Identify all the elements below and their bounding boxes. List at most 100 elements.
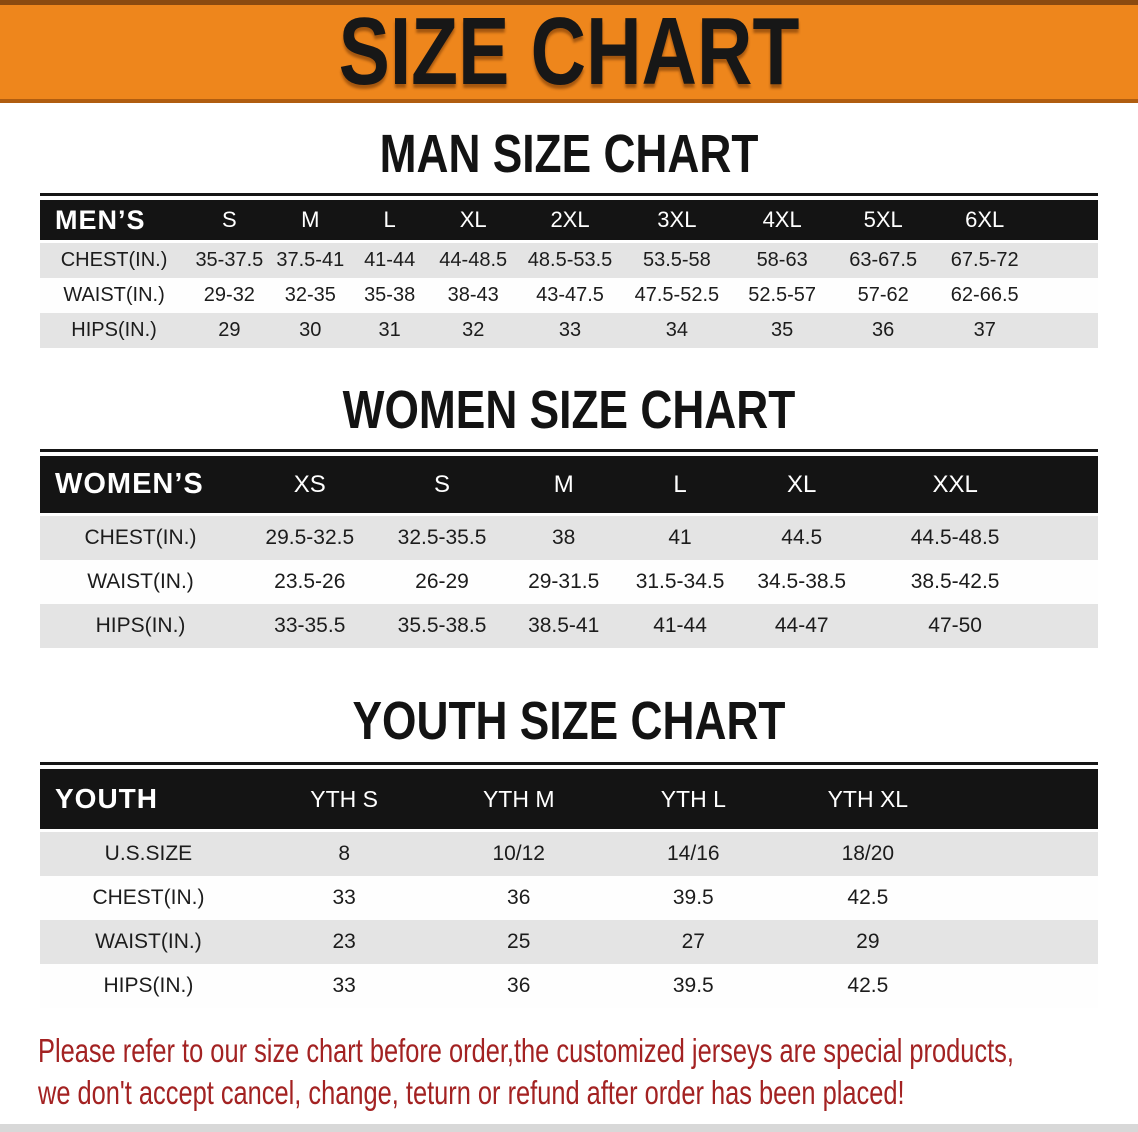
table-top-rule xyxy=(40,762,1098,765)
size-cell: 42.5 xyxy=(780,964,956,1008)
spacer-cell xyxy=(1045,560,1098,604)
size-cell: 48.5-53.5 xyxy=(517,243,623,278)
size-cell: 67.5-72 xyxy=(932,243,1037,278)
size-column-header: YTH M xyxy=(431,769,606,832)
row-label: U.S.SIZE xyxy=(40,832,257,876)
size-cell: 38 xyxy=(505,516,622,560)
spacer-cell xyxy=(1045,516,1098,560)
men-size-table: MEN’S S M L XL 2XL 3XL 4XL 5XL 6XL CHEST… xyxy=(40,200,1098,348)
size-cell: 39.5 xyxy=(606,964,781,1008)
size-column-header: 2XL xyxy=(517,200,623,243)
row-label: CHEST(IN.) xyxy=(40,516,242,560)
size-cell: 33 xyxy=(517,313,623,348)
size-column-header: XL xyxy=(738,456,866,516)
size-cell: 27 xyxy=(606,920,781,964)
size-cell: 41-44 xyxy=(621,604,739,648)
size-cell: 10/12 xyxy=(431,832,606,876)
size-cell: 41 xyxy=(621,516,739,560)
youth-size-table: YOUTH YTH S YTH M YTH L YTH XL U.S.SIZE … xyxy=(40,769,1098,1008)
women-chest-row: CHEST(IN.) 29.5-32.5 32.5-35.5 38 41 44.… xyxy=(40,516,1098,560)
size-cell: 30 xyxy=(270,313,350,348)
men-section-heading: MAN SIZE CHART xyxy=(379,124,759,184)
row-label: HIPS(IN.) xyxy=(40,313,189,348)
size-cell: 8 xyxy=(256,832,432,876)
row-label: HIPS(IN.) xyxy=(40,964,257,1008)
size-cell: 29-31.5 xyxy=(505,560,622,604)
size-cell: 63-67.5 xyxy=(833,243,933,278)
youth-ussize-row: U.S.SIZE 8 10/12 14/16 18/20 xyxy=(40,832,1098,876)
men-size-chart-section: MAN SIZE CHART MEN’S S M L XL 2XL 3XL 4X… xyxy=(0,124,1138,348)
size-cell: 58-63 xyxy=(730,243,834,278)
size-cell: 33-35.5 xyxy=(241,604,379,648)
size-column-header: S xyxy=(378,456,506,516)
disclaimer-line-2: we don't accept cancel, change, teturn o… xyxy=(38,1074,905,1111)
size-column-header: YTH S xyxy=(256,769,432,832)
size-cell: 37 xyxy=(932,313,1037,348)
size-cell: 26-29 xyxy=(378,560,506,604)
row-label: HIPS(IN.) xyxy=(40,604,242,648)
women-header-row: WOMEN’S XS S M L XL XXL xyxy=(40,456,1098,516)
size-cell: 41-44 xyxy=(349,243,430,278)
size-cell: 38-43 xyxy=(429,278,518,313)
men-chest-row: CHEST(IN.) 35-37.5 37.5-41 41-44 44-48.5… xyxy=(40,243,1098,278)
row-label: CHEST(IN.) xyxy=(40,243,189,278)
women-waist-row: WAIST(IN.) 23.5-26 26-29 29-31.5 31.5-34… xyxy=(40,560,1098,604)
spacer-cell xyxy=(955,832,1098,876)
women-category-label: WOMEN’S xyxy=(40,456,242,516)
youth-waist-row: WAIST(IN.) 23 25 27 29 xyxy=(40,920,1098,964)
size-column-header: 5XL xyxy=(833,200,933,243)
size-cell: 35-37.5 xyxy=(188,243,271,278)
size-column-header: L xyxy=(621,456,739,516)
youth-size-chart-section: YOUTH SIZE CHART YOUTH YTH S YTH M YTH L… xyxy=(0,691,1138,1008)
men-category-label: MEN’S xyxy=(40,200,189,243)
size-column-header: XXL xyxy=(865,456,1046,516)
size-cell: 31 xyxy=(349,313,430,348)
size-cell: 36 xyxy=(833,313,933,348)
size-column-header: 6XL xyxy=(932,200,1037,243)
size-cell: 38.5-42.5 xyxy=(865,560,1046,604)
size-cell: 62-66.5 xyxy=(932,278,1037,313)
size-column-header: M xyxy=(505,456,622,516)
spacer-cell xyxy=(1045,456,1098,516)
spacer-cell xyxy=(1036,243,1098,278)
size-column-header: M xyxy=(270,200,350,243)
size-cell: 35 xyxy=(730,313,834,348)
size-cell: 53.5-58 xyxy=(622,243,731,278)
youth-chest-row: CHEST(IN.) 33 36 39.5 42.5 xyxy=(40,876,1098,920)
women-hips-row: HIPS(IN.) 33-35.5 35.5-38.5 38.5-41 41-4… xyxy=(40,604,1098,648)
disclaimer: Please refer to our size chart before or… xyxy=(38,1030,1014,1114)
row-label: CHEST(IN.) xyxy=(40,876,257,920)
size-cell: 36 xyxy=(431,964,606,1008)
size-cell: 18/20 xyxy=(780,832,956,876)
size-column-header: L xyxy=(349,200,430,243)
row-label: WAIST(IN.) xyxy=(40,920,257,964)
size-cell: 35-38 xyxy=(349,278,430,313)
size-cell: 31.5-34.5 xyxy=(621,560,739,604)
women-size-chart-section: WOMEN SIZE CHART WOMEN’S XS S M L XL XXL xyxy=(0,380,1138,648)
youth-section-heading: YOUTH SIZE CHART xyxy=(352,691,786,751)
size-cell: 57-62 xyxy=(833,278,933,313)
youth-header-row: YOUTH YTH S YTH M YTH L YTH XL xyxy=(40,769,1098,832)
women-section-heading: WOMEN SIZE CHART xyxy=(342,380,796,440)
size-cell: 34.5-38.5 xyxy=(738,560,866,604)
size-cell: 29 xyxy=(188,313,271,348)
size-cell: 44.5-48.5 xyxy=(865,516,1046,560)
size-cell: 34 xyxy=(622,313,731,348)
size-cell: 35.5-38.5 xyxy=(378,604,506,648)
size-cell: 29-32 xyxy=(188,278,271,313)
spacer-cell xyxy=(1036,278,1098,313)
spacer-cell xyxy=(1036,200,1098,243)
size-cell: 23 xyxy=(256,920,432,964)
size-cell: 38.5-41 xyxy=(505,604,622,648)
youth-hips-row: HIPS(IN.) 33 36 39.5 42.5 xyxy=(40,964,1098,1008)
spacer-cell xyxy=(955,769,1098,832)
bottom-strip xyxy=(0,1124,1138,1132)
disclaimer-line-1: Please refer to our size chart before or… xyxy=(38,1032,1014,1069)
size-cell: 14/16 xyxy=(606,832,781,876)
size-cell: 33 xyxy=(256,876,432,920)
size-cell: 23.5-26 xyxy=(241,560,379,604)
size-cell: 32.5-35.5 xyxy=(378,516,506,560)
size-cell: 43-47.5 xyxy=(517,278,623,313)
size-cell: 47.5-52.5 xyxy=(622,278,731,313)
